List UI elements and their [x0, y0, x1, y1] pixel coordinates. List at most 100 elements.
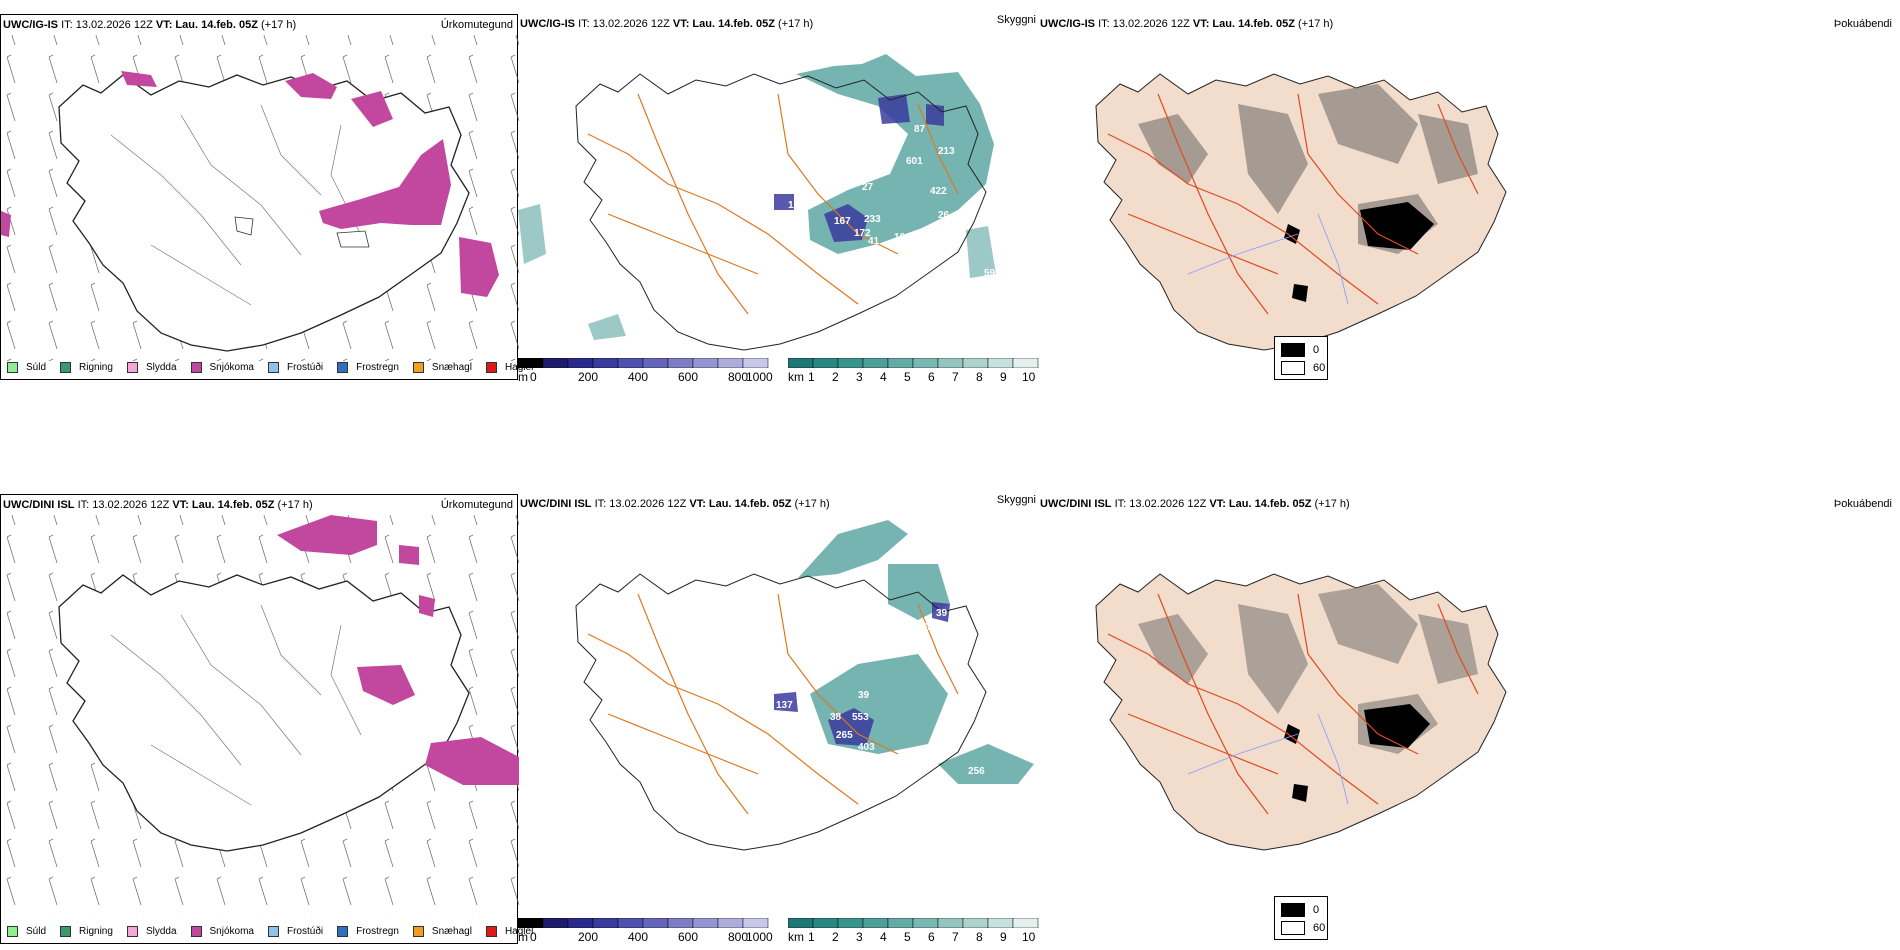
ceiling-tick: 200 [578, 370, 599, 384]
ceiling-colorbar-2: m 0 200 400 600 800 1000 [518, 918, 773, 948]
ceiling-tick: 1000 [746, 930, 773, 944]
precip-map [1, 35, 519, 361]
ceiling-tick: 0 [530, 370, 537, 384]
visibility-tick: 3 [856, 370, 863, 384]
panel-title: UWC/IG-IS IT: 13.02.2026 12Z VT: Lau. 14… [520, 18, 814, 30]
fog-legend-swatch [1281, 361, 1305, 375]
panel-title: UWC/IG-IS IT: 13.02.2026 12Z VT: Lau. 14… [3, 19, 297, 31]
visibility-colorbar-2: km 1 2 3 4 5 6 7 8 9 10 [788, 918, 1044, 948]
ceiling-tick: 800 [728, 930, 749, 944]
ceiling-tick: 800 [728, 370, 749, 384]
visibility-tick: 8 [976, 930, 983, 944]
visibility-tick: 4 [880, 370, 887, 384]
map-mark: 38 [830, 712, 842, 723]
map-mark: 39 [858, 690, 870, 701]
fog-map [1095, 73, 1507, 351]
map-mark: 403 [858, 742, 875, 753]
panel-title: UWC/IG-IS IT: 13.02.2026 12Z VT: Lau. 14… [1040, 18, 1334, 30]
map-mark: 422 [930, 186, 947, 197]
map-mark: 167 [834, 216, 851, 227]
visibility-tick: 6 [928, 370, 935, 384]
visibility-unit: km [788, 930, 804, 944]
ceiling-tick: 200 [578, 930, 599, 944]
map-mark: 13 [668, 66, 680, 77]
ceiling-tick: 400 [628, 370, 649, 384]
fog-legend-label: 0 [1313, 904, 1320, 916]
map-mark: 256 [968, 766, 985, 777]
legend-item: Frostúði [267, 926, 323, 937]
visibility-tick: 2 [832, 370, 839, 384]
map-mark: 172 [854, 228, 871, 239]
visibility-tick: 5 [904, 370, 911, 384]
map-mark: 39 [936, 608, 948, 619]
fog-legend-label: 60 [1313, 362, 1326, 374]
fog-panel-2: UWC/DINI ISL IT: 13.02.2026 12Z VT: Lau.… [1038, 494, 1900, 884]
visibility-colorbar-1: km 1 2 3 4 5 6 7 8 9 10 [788, 358, 1044, 388]
fog-legend-1: 0 60 [1274, 336, 1328, 380]
visibility-tick: 10 [1022, 930, 1036, 944]
visibility-tick: 4 [880, 930, 887, 944]
visibility-tick: 5 [904, 930, 911, 944]
clouds-map: 39 62 39 137 38 553 265 403 256 [575, 520, 1034, 851]
visibility-tick: 7 [952, 930, 959, 944]
legend-item: Súld [7, 362, 46, 373]
map-mark: 16 [894, 232, 906, 243]
visibility-tick: 3 [856, 930, 863, 944]
legend-item: Snæhagl [412, 362, 472, 373]
fog-legend-swatch [1281, 903, 1305, 917]
variable-label: Skyggni [996, 494, 1036, 506]
precip-legend: Súld Rigning Slydda Snjókoma Frostúði Fr… [7, 926, 547, 937]
ceiling-unit: m [518, 930, 528, 944]
iceland-outline [58, 74, 470, 352]
fog-legend-swatch [1281, 921, 1305, 935]
map-mark: 137 [776, 700, 793, 711]
map-mark: 41 [868, 236, 880, 247]
visibility-unit: km [788, 370, 804, 384]
legend-item: Snæhagl [412, 926, 472, 937]
fog-panel-1: UWC/IG-IS IT: 13.02.2026 12Z VT: Lau. 14… [1038, 14, 1900, 380]
variable-label: Þokuábendi [1833, 498, 1892, 510]
variable-label: Úrkomutegund [440, 19, 513, 31]
variable-label: Þokuábendi [1833, 18, 1892, 30]
legend-item: Frostregn [337, 362, 399, 373]
panel-title: UWC/DINI ISL IT: 13.02.2026 12Z VT: Lau.… [3, 499, 313, 511]
legend-item: Slydda [126, 926, 177, 937]
precip-map [1, 515, 519, 915]
legend-item: Súld [7, 926, 46, 937]
map-mark: 265 [836, 730, 853, 741]
clouds-map: 123 167 233 172 26 41 16 213 601 422 87 … [518, 54, 1001, 351]
variable-label: Úrkomutegund [440, 499, 513, 511]
ceiling-tick: 1000 [746, 370, 773, 384]
clouds-panel-1: UWC/IG-IS IT: 13.02.2026 12Z VT: Lau. 14… [518, 14, 1038, 380]
fog-legend-label: 60 [1313, 922, 1326, 934]
ceiling-tick: 400 [628, 930, 649, 944]
map-mark: 590 [984, 268, 1001, 279]
visibility-tick: 10 [1022, 370, 1036, 384]
precip-panel-2: UWC/DINI ISL IT: 13.02.2026 12Z VT: Lau.… [0, 494, 533, 944]
panel-title: UWC/DINI ISL IT: 13.02.2026 12Z VT: Lau.… [520, 498, 830, 510]
panel-title: UWC/DINI ISL IT: 13.02.2026 12Z VT: Lau.… [1040, 498, 1350, 510]
ceiling-bar-swatches [518, 358, 769, 368]
ceiling-tick: 600 [678, 930, 699, 944]
map-mark: 26 [938, 210, 950, 221]
map-mark: 27 [862, 182, 874, 193]
visibility-tick: 2 [832, 930, 839, 944]
map-mark: 123 [788, 200, 805, 211]
fog-legend-swatch [1281, 343, 1305, 357]
fog-map [1095, 573, 1507, 851]
visibility-tick: 9 [1000, 930, 1007, 944]
ceiling-tick: 600 [678, 370, 699, 384]
visibility-bar-swatches [788, 358, 1039, 368]
legend-item: Rigning [60, 926, 113, 937]
visibility-tick: 8 [976, 370, 983, 384]
map-mark: 213 [938, 146, 955, 157]
legend-item: Snjókoma [190, 362, 254, 373]
precip-legend: Súld Rigning Slydda Snjókoma Frostúði Fr… [7, 362, 547, 373]
visibility-tick: 1 [808, 930, 815, 944]
legend-item: Slydda [126, 362, 177, 373]
precip-panel-1: UWC/IG-IS IT: 13.02.2026 12Z VT: Lau. 14… [0, 14, 533, 380]
fog-legend-2: 0 60 [1274, 896, 1328, 940]
map-mark: 87 [914, 124, 926, 135]
ceiling-bar-swatches [518, 918, 769, 928]
legend-item: Frostúði [267, 362, 323, 373]
